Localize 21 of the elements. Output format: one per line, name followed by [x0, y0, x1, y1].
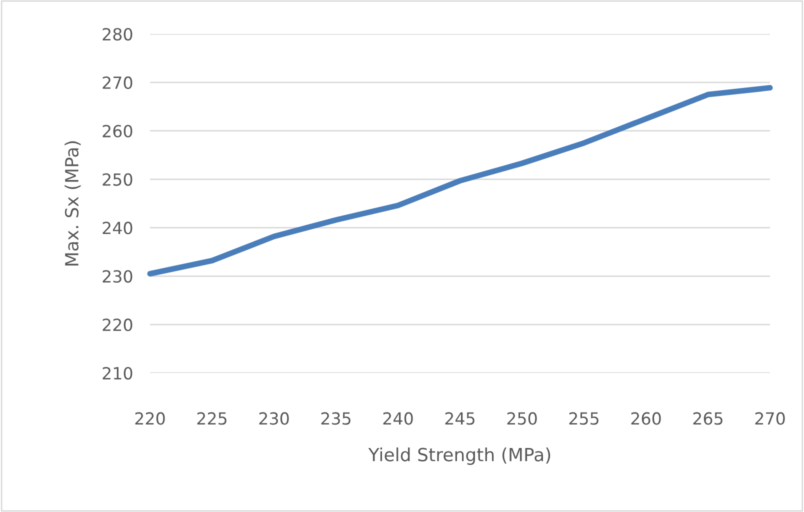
- x-tick-label: 270: [755, 412, 785, 425]
- x-axis-title: Yield Strength (MPa): [368, 447, 550, 465]
- x-tick-label: 250: [507, 412, 537, 425]
- y-tick-label: 260: [102, 124, 132, 138]
- x-tick-label: 220: [135, 412, 165, 425]
- x-tick-label: 225: [197, 412, 226, 425]
- x-tick-label: 235: [321, 412, 350, 425]
- x-tick-label: 230: [259, 412, 289, 425]
- x-tick-label: 255: [569, 412, 598, 425]
- x-tick-label: 265: [693, 412, 722, 425]
- y-axis-title: Max. Sx (MPa): [64, 141, 81, 266]
- y-tick-label: 210: [102, 366, 132, 380]
- y-tick-label: 280: [102, 28, 132, 41]
- y-tick-label: 270: [102, 76, 132, 89]
- y-tick-label: 250: [102, 173, 132, 186]
- y-tick-label: 220: [102, 318, 132, 332]
- x-tick-label: 245: [445, 412, 474, 425]
- y-tick-label: 230: [102, 270, 132, 283]
- y-tick-label: 240: [102, 222, 132, 234]
- x-tick-label: 260: [631, 412, 661, 425]
- x-tick-label: 240: [383, 412, 413, 425]
